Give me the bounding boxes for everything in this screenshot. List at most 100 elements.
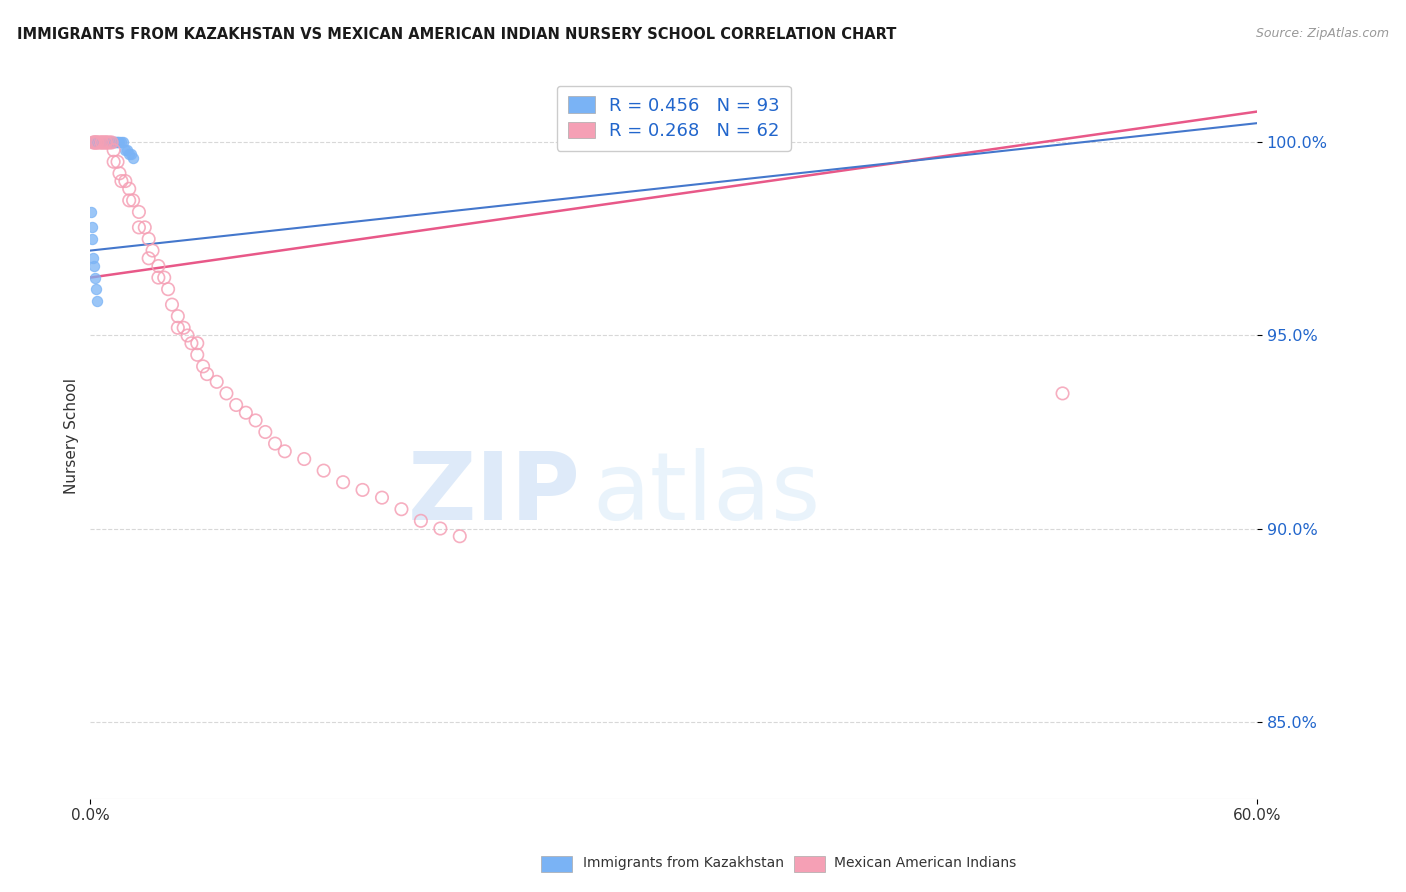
Point — [89, 136, 111, 150]
Point — [89, 136, 111, 150]
Point — [332, 475, 354, 490]
Point — [90, 136, 112, 150]
Point — [84, 136, 107, 150]
Point — [97, 136, 120, 150]
Point — [312, 464, 335, 478]
Point — [86, 136, 108, 150]
Point — [82, 136, 104, 150]
Point — [80, 136, 103, 150]
Point — [96, 136, 118, 150]
Point — [89, 136, 111, 150]
Point — [94, 136, 117, 150]
Point — [118, 182, 141, 196]
Point — [91, 136, 114, 150]
Point — [122, 151, 145, 165]
Point — [87, 136, 110, 150]
Point — [84, 282, 107, 296]
Point — [83, 136, 105, 150]
Point — [100, 136, 122, 150]
Point — [153, 270, 176, 285]
Point — [128, 220, 150, 235]
Point — [98, 136, 121, 150]
Text: ZIP: ZIP — [408, 448, 581, 540]
Point — [84, 136, 107, 150]
Point — [391, 502, 413, 516]
Point — [148, 259, 170, 273]
Point — [87, 136, 110, 150]
Point — [108, 166, 131, 180]
Point — [97, 136, 120, 150]
Point — [91, 136, 114, 150]
Point — [195, 367, 218, 381]
Point — [82, 136, 104, 150]
Point — [141, 244, 163, 258]
Point — [98, 136, 121, 150]
Point — [449, 529, 471, 543]
Point — [180, 336, 202, 351]
Point — [97, 136, 120, 150]
Text: atlas: atlas — [592, 448, 820, 540]
Point — [107, 136, 129, 150]
Point — [100, 136, 122, 150]
Point — [87, 136, 110, 150]
Point — [86, 136, 108, 150]
Point — [215, 386, 238, 401]
Point — [103, 136, 125, 150]
Point — [105, 136, 128, 150]
Point — [91, 136, 114, 150]
Point — [98, 136, 121, 150]
Point — [84, 136, 107, 150]
Point — [82, 136, 104, 150]
Point — [107, 154, 129, 169]
Point — [97, 136, 120, 150]
Point — [104, 136, 127, 150]
Point — [148, 270, 170, 285]
Text: Source: ZipAtlas.com: Source: ZipAtlas.com — [1256, 27, 1389, 40]
Point — [138, 252, 160, 266]
Point — [84, 136, 107, 150]
Point — [91, 136, 114, 150]
Text: Immigrants from Kazakhstan: Immigrants from Kazakhstan — [583, 856, 785, 871]
Point — [89, 136, 111, 150]
Point — [94, 136, 117, 150]
Point — [205, 375, 228, 389]
Text: IMMIGRANTS FROM KAZAKHSTAN VS MEXICAN AMERICAN INDIAN NURSERY SCHOOL CORRELATION: IMMIGRANTS FROM KAZAKHSTAN VS MEXICAN AM… — [17, 27, 896, 42]
Point — [86, 136, 108, 150]
Point — [100, 136, 122, 150]
Point — [110, 136, 132, 150]
Point — [186, 348, 208, 362]
Point — [84, 136, 107, 150]
Point — [94, 136, 117, 150]
Point — [86, 136, 108, 150]
Point — [80, 220, 103, 235]
Point — [93, 136, 115, 150]
Point — [409, 514, 432, 528]
Point — [371, 491, 394, 505]
Point — [94, 136, 117, 150]
Point — [117, 143, 139, 157]
Point — [87, 136, 110, 150]
Point — [84, 136, 107, 150]
Point — [83, 136, 105, 150]
Point — [166, 309, 188, 323]
Point — [87, 136, 110, 150]
Point — [82, 232, 104, 246]
Point — [264, 436, 287, 450]
Point — [110, 174, 132, 188]
Point — [166, 320, 188, 334]
Point — [114, 143, 136, 157]
Point — [128, 205, 150, 219]
Point — [254, 425, 277, 439]
Point — [274, 444, 297, 458]
Point — [86, 136, 108, 150]
Point — [122, 194, 145, 208]
Point — [80, 205, 103, 219]
Point — [84, 136, 107, 150]
Point — [186, 336, 208, 351]
Point — [225, 398, 247, 412]
Point — [114, 174, 136, 188]
Point — [1052, 386, 1074, 401]
Point — [108, 136, 131, 150]
Point — [84, 136, 107, 150]
Point — [84, 136, 107, 150]
